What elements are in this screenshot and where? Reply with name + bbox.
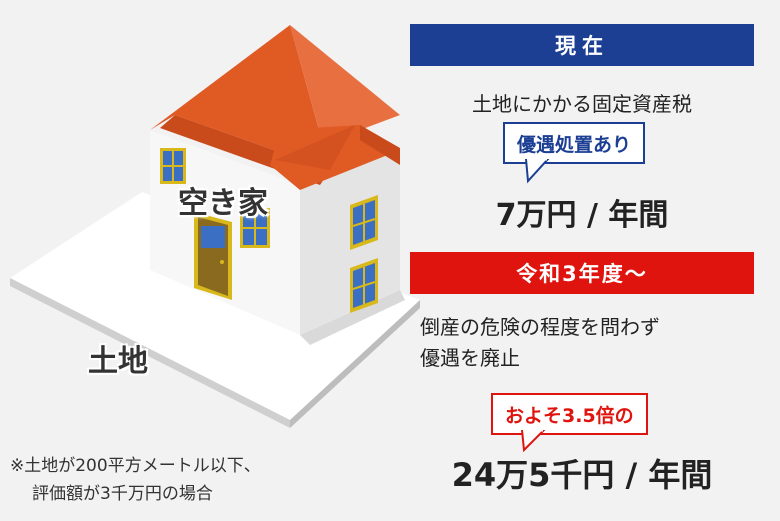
land-plate-edge-right — [290, 300, 420, 428]
land-plate — [10, 192, 420, 420]
future-badge-tail — [520, 430, 546, 453]
future-description-line-1: 倒産の危険の程度を問わず — [420, 315, 660, 339]
current-badge: 優遇処置あり — [503, 122, 646, 164]
current-amount: 7万円 / 年間 — [495, 198, 669, 233]
future-badge-text: およそ3.5倍の — [505, 404, 634, 427]
window-upper-middle — [240, 208, 270, 248]
future-header: 令和3年度～ — [410, 252, 754, 294]
current-badge-tail — [524, 159, 550, 184]
window-upper-left — [160, 148, 186, 184]
future-description: 倒産の危険の程度を問わず 優遇を廃止 — [420, 312, 764, 374]
footnote: ※土地が200平方メートル以下、 評価額が3千万円の場合 — [10, 452, 261, 508]
future-description-line-2: 優遇を廃止 — [420, 346, 520, 370]
roof-gable-side — [360, 125, 400, 165]
house-label: 空き家 — [178, 186, 268, 221]
house-shadow — [300, 290, 405, 345]
land-plate-edge — [10, 278, 290, 428]
future-amount: 24万5千円 / 年間 — [451, 456, 713, 494]
window-right-lower — [350, 258, 378, 313]
window-right-upper — [350, 195, 378, 250]
footnote-line-1: ※土地が200平方メートル以下、 — [10, 456, 261, 476]
current-badge-text: 優遇処置あり — [517, 133, 632, 156]
land-label: 土地 — [88, 344, 148, 379]
roof-ridge — [275, 125, 355, 170]
front-door — [194, 212, 232, 300]
roof-right — [290, 25, 400, 170]
footnote-line-2: 評価額が3千万円の場合 — [32, 484, 213, 504]
current-header: 現在 — [410, 24, 754, 66]
current-description: 土地にかかる固定資産税 — [472, 92, 692, 116]
future-badge: およそ3.5倍の — [491, 393, 648, 435]
